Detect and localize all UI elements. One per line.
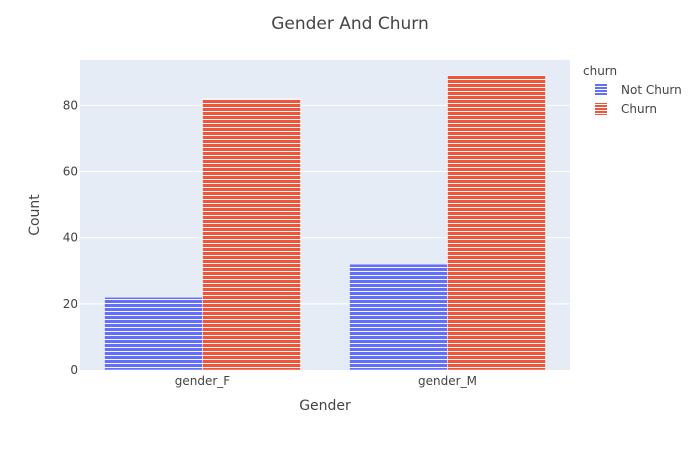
y-tick-label: 60	[63, 164, 78, 178]
legend-item[interactable]: Not Churn	[595, 83, 682, 97]
y-axis-ticks: 0 20 40 60 80	[63, 98, 78, 377]
legend-item[interactable]: Churn	[595, 102, 657, 116]
legend-label: Not Churn	[621, 83, 682, 97]
y-tick-label: 40	[63, 231, 78, 245]
bar-gender_F-not-churn[interactable]	[104, 296, 203, 371]
bar-gender_M-churn[interactable]	[447, 75, 546, 371]
chart-title: Gender And Churn	[271, 14, 429, 34]
legend-swatch	[595, 84, 607, 96]
legend: churn Not Churn Churn	[583, 64, 682, 116]
y-tick-label: 20	[63, 297, 78, 311]
y-tick-label: 0	[70, 363, 78, 377]
x-axis-ticks: gender_F gender_M	[175, 374, 477, 388]
x-axis-title: Gender	[299, 398, 351, 414]
y-axis-title: Count	[27, 194, 43, 236]
bars	[104, 75, 546, 371]
bar-gender_M-not-churn[interactable]	[349, 263, 448, 371]
legend-swatch	[595, 103, 607, 115]
bar-gender_F-churn[interactable]	[202, 98, 301, 371]
legend-label: Churn	[621, 102, 657, 116]
x-tick-label: gender_M	[418, 374, 477, 388]
x-tick-label: gender_F	[175, 374, 231, 388]
y-tick-label: 80	[63, 98, 78, 112]
legend-title: churn	[583, 64, 617, 78]
